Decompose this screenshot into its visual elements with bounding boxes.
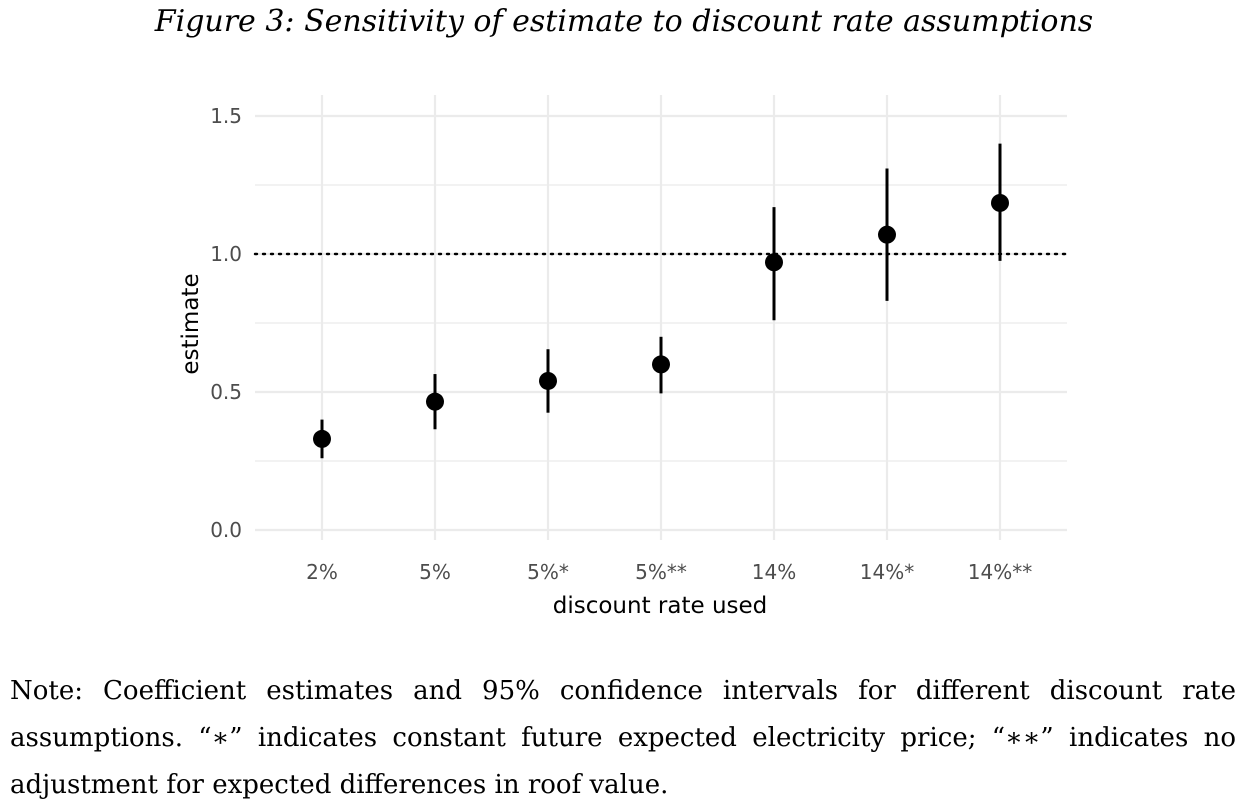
estimate-point: [426, 392, 444, 411]
estimate-point: [652, 355, 670, 374]
y-tick-label: 0.5: [210, 380, 242, 404]
y-tick-label: 1.0: [210, 242, 242, 266]
grid-lines: [255, 95, 1067, 540]
y-axis-label: estimate: [178, 273, 204, 374]
x-tick-label: 2%: [306, 560, 338, 584]
y-tick-labels: 0.0 0.5 1.0 1.5: [210, 104, 242, 542]
figure-note: Note: Coefficient estimates and 95% conf…: [10, 676, 1236, 800]
x-tick-label: 14%*: [860, 560, 914, 584]
x-tick-labels: 2% 5% 5%* 5%** 14% 14%* 14%**: [306, 560, 1032, 584]
x-tick-label: 14%**: [968, 560, 1032, 584]
data-marks: [313, 143, 1009, 459]
estimate-point: [765, 253, 783, 272]
y-tick-label: 0.0: [210, 518, 242, 542]
x-tick-label: 5%: [419, 560, 451, 584]
estimate-point: [539, 371, 557, 390]
x-tick-label: 14%: [752, 560, 796, 584]
figure-title: Figure 3: Sensitivity of estimate to dis…: [154, 4, 1094, 39]
estimate-point: [991, 193, 1009, 212]
estimate-point: [878, 225, 896, 244]
y-tick-label: 1.5: [210, 104, 242, 128]
x-tick-label: 5%**: [635, 560, 687, 584]
x-tick-label: 5%*: [527, 560, 569, 584]
estimate-point: [313, 429, 331, 448]
x-axis-label: discount rate used: [553, 593, 768, 619]
sensitivity-chart: 0.0 0.5 1.0 1.5 2% 5% 5%* 5%** 14% 14%* 14%** dis…: [178, 95, 1069, 619]
